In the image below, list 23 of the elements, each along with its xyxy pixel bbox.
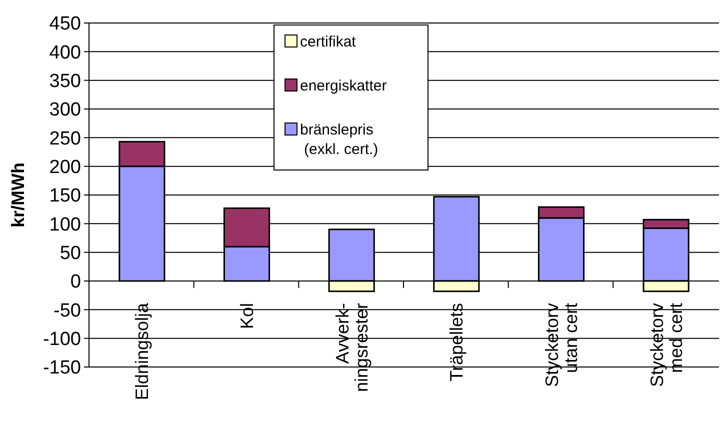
y-tick-label: 200	[49, 156, 81, 178]
y-tick-label: 50	[60, 242, 81, 264]
y-tick-label: -150	[42, 358, 81, 379]
y-tick-label: 0	[70, 272, 81, 293]
y-axis-title: kr/MWh	[8, 162, 28, 228]
x-tick-label: Eldningsolja	[132, 302, 152, 400]
y-tick-label: 400	[49, 42, 81, 64]
y-tick-label: -50	[54, 300, 81, 322]
y-tick-label: 300	[49, 100, 81, 121]
legend-label: bränslepris (exkl. cert.)	[300, 121, 378, 158]
legend-label: certifikat	[300, 33, 357, 50]
legend-label: energiskatter	[300, 77, 387, 94]
x-tick-label: Avverk- ningsrester	[332, 303, 372, 392]
y-tick-label: 250	[49, 128, 81, 150]
y-tick-label: 150	[49, 186, 81, 207]
x-tick-label: Träpellets	[446, 303, 467, 382]
y-tick-label: 350	[49, 70, 81, 92]
y-tick-label: -100	[42, 328, 81, 350]
x-tick-label: Kol	[237, 303, 258, 330]
y-tick-label: 100	[49, 214, 81, 236]
y-tick-label: 450	[49, 14, 81, 35]
x-tick-label: Stycketorv med cert	[646, 303, 686, 388]
x-tick-label: Stycketorv utan cert	[542, 303, 582, 388]
